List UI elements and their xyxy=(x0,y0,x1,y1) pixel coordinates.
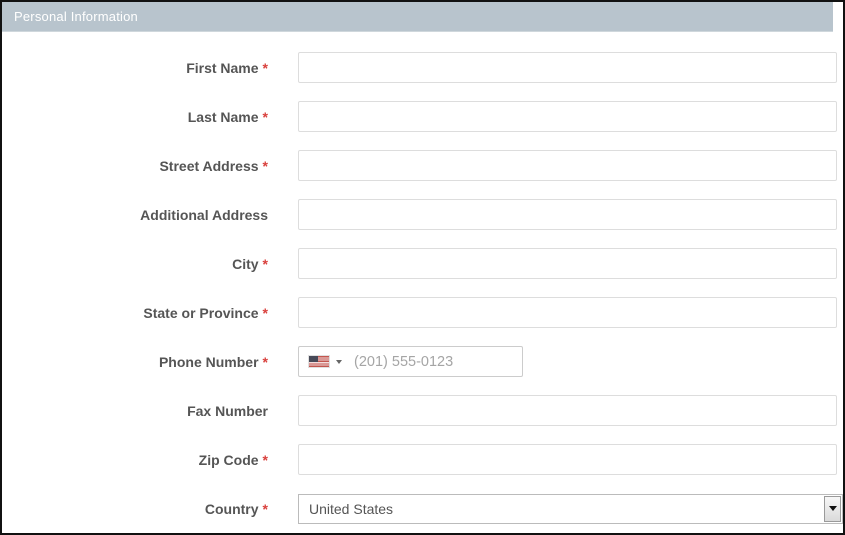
city-label-text: City xyxy=(232,255,259,272)
state-province-input[interactable] xyxy=(298,297,837,328)
required-asterisk: * xyxy=(262,59,268,76)
form-row-fax-number: Fax Number xyxy=(2,395,843,426)
required-asterisk: * xyxy=(262,451,268,468)
fax-number-input[interactable] xyxy=(298,395,837,426)
phone-input-group xyxy=(298,346,523,377)
fax-number-label: Fax Number xyxy=(2,403,268,419)
form-row-country: Country * United States xyxy=(2,493,843,524)
additional-address-label: Additional Address xyxy=(2,207,268,223)
city-label: City * xyxy=(2,256,268,272)
form-row-additional-address: Additional Address xyxy=(2,199,843,230)
first-name-input[interactable] xyxy=(298,52,837,83)
additional-address-input[interactable] xyxy=(298,199,837,230)
caret-down-icon xyxy=(336,359,342,364)
phone-number-input[interactable] xyxy=(350,347,522,376)
street-address-label: Street Address * xyxy=(2,158,268,174)
required-asterisk: * xyxy=(262,500,268,517)
first-name-label-text: First Name xyxy=(186,59,259,76)
form-row-street-address: Street Address * xyxy=(2,150,843,181)
zip-code-input[interactable] xyxy=(298,444,837,475)
dropdown-arrow-button[interactable] xyxy=(824,495,841,522)
city-input[interactable] xyxy=(298,248,837,279)
zip-code-label-text: Zip Code xyxy=(198,451,259,468)
phone-number-label: Phone Number * xyxy=(2,354,268,370)
panel-header: Personal Information xyxy=(2,2,833,32)
street-address-label-text: Street Address xyxy=(159,157,259,174)
fax-number-label-text: Fax Number xyxy=(187,402,268,419)
form-row-last-name: Last Name * xyxy=(2,101,843,132)
last-name-input[interactable] xyxy=(298,101,837,132)
form-row-phone-number: Phone Number * xyxy=(2,346,843,377)
form-row-first-name: First Name * xyxy=(2,52,843,83)
country-label-text: Country xyxy=(204,500,259,517)
street-address-input[interactable] xyxy=(298,150,837,181)
additional-address-label-text: Additional Address xyxy=(140,206,268,223)
required-asterisk: * xyxy=(262,108,268,125)
form-row-state-province: State or Province * xyxy=(2,297,843,328)
required-asterisk: * xyxy=(262,157,268,174)
form-row-zip-code: Zip Code * xyxy=(2,444,843,475)
required-asterisk: * xyxy=(262,353,268,370)
last-name-label: Last Name * xyxy=(2,109,268,125)
last-name-label-text: Last Name xyxy=(187,108,259,125)
country-code-selector[interactable] xyxy=(299,347,350,376)
panel-title: Personal Information xyxy=(14,9,138,24)
state-province-label: State or Province * xyxy=(2,305,268,321)
us-flag-icon xyxy=(308,355,330,368)
required-asterisk: * xyxy=(262,255,268,272)
first-name-label: First Name * xyxy=(2,60,268,76)
form-row-city: City * xyxy=(2,248,843,279)
personal-information-form: First Name * Last Name * Street Address * A… xyxy=(2,52,843,533)
state-province-label-text: State or Province xyxy=(143,304,259,321)
required-asterisk: * xyxy=(262,304,268,321)
country-select-value: United States xyxy=(309,500,394,517)
country-label: Country * xyxy=(2,501,268,517)
dropdown-arrow-icon xyxy=(828,506,837,511)
phone-number-label-text: Phone Number xyxy=(158,353,259,370)
country-select[interactable]: United States xyxy=(298,493,843,524)
zip-code-label: Zip Code * xyxy=(2,452,268,468)
